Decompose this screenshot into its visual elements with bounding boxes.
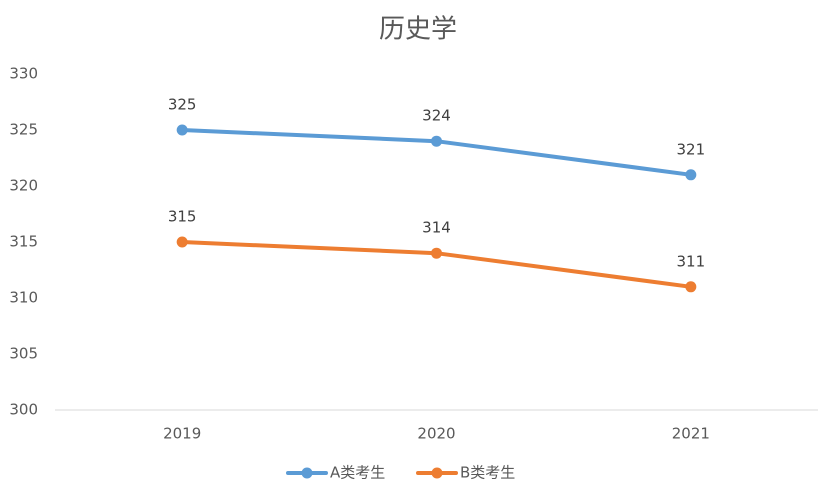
y-tick-label: 325 xyxy=(9,121,38,139)
data-label: 324 xyxy=(422,107,451,125)
marker xyxy=(431,247,442,259)
chart-title: 历史学 xyxy=(379,15,457,45)
data-label: 315 xyxy=(168,208,197,226)
x-tick-label: 2020 xyxy=(417,425,455,443)
y-tick-label: 330 xyxy=(9,65,38,83)
data-label: 311 xyxy=(677,252,706,270)
data-label: 325 xyxy=(168,96,197,114)
y-tick-label: 305 xyxy=(9,345,38,363)
legend-marker xyxy=(301,467,313,479)
legend-label: B类考生 xyxy=(460,464,515,482)
data-label: 321 xyxy=(677,140,706,158)
y-tick-label: 320 xyxy=(9,177,38,195)
marker xyxy=(685,169,697,181)
legend-marker xyxy=(431,467,443,479)
y-tick-label: 315 xyxy=(9,233,38,251)
y-tick-label: 300 xyxy=(9,401,38,419)
marker xyxy=(431,135,442,147)
marker xyxy=(176,236,188,248)
marker xyxy=(176,124,188,136)
legend-label: A类考生 xyxy=(330,464,385,482)
x-tick-label: 2021 xyxy=(672,425,710,443)
x-tick-label: 2019 xyxy=(163,425,201,443)
data-label: 314 xyxy=(422,219,451,237)
y-tick-label: 310 xyxy=(9,289,38,307)
marker xyxy=(685,281,697,293)
